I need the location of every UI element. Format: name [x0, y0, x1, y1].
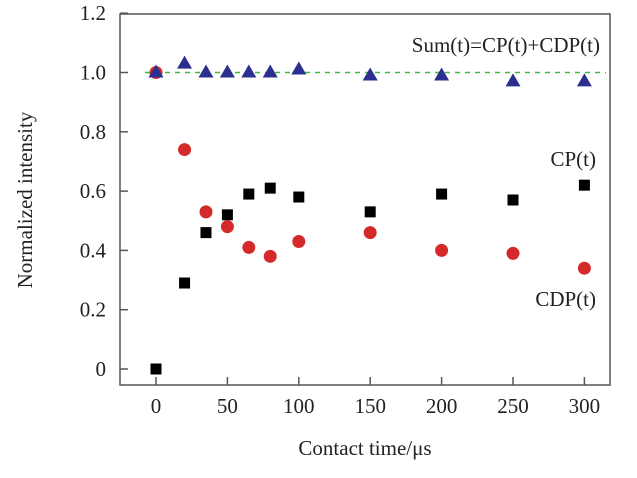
point-circle	[435, 243, 449, 257]
x-tick-label: 0	[151, 394, 162, 418]
point-triangle	[241, 64, 257, 78]
y-axis-label: Normalized intensity	[13, 111, 37, 288]
y-tick-label: 1.0	[80, 61, 106, 85]
point-circle	[220, 220, 234, 234]
point-square	[179, 277, 191, 289]
point-circle	[242, 240, 256, 254]
point-circle	[178, 143, 192, 157]
plot-frame	[119, 13, 611, 386]
x-tick-label: 50	[217, 394, 238, 418]
point-square	[293, 191, 305, 203]
point-triangle	[362, 67, 378, 81]
point-square	[150, 363, 162, 375]
annotation-cdp: CDP(t)	[535, 287, 596, 311]
point-square	[264, 182, 276, 194]
point-triangle	[219, 64, 235, 78]
point-square	[200, 227, 212, 239]
point-triangle	[177, 55, 193, 69]
x-axis-label: Contact time/μs	[298, 436, 431, 460]
point-square	[436, 188, 448, 200]
point-square	[507, 194, 519, 206]
point-circle	[577, 261, 591, 275]
point-triangle	[262, 64, 278, 78]
y-tick-label: 0.8	[80, 120, 106, 144]
x-tick-label: 100	[283, 394, 315, 418]
y-tick-label: 0.2	[80, 298, 106, 322]
x-tick-label: 300	[569, 394, 601, 418]
point-circle	[199, 205, 213, 219]
annotation-cp: CP(t)	[550, 147, 596, 171]
y-tick-label: 0	[96, 357, 107, 381]
x-tick-label: 150	[354, 394, 386, 418]
point-triangle	[198, 64, 214, 78]
y-tick-label: 0.6	[80, 179, 106, 203]
point-triangle	[434, 67, 450, 81]
x-tick-label: 200	[426, 394, 458, 418]
annotation-sum: Sum(t)=CP(t)+CDP(t)	[412, 33, 600, 57]
point-triangle	[148, 64, 164, 78]
point-circle	[363, 226, 377, 240]
y-tick-label: 0.4	[80, 238, 107, 262]
x-tick-label: 250	[497, 394, 529, 418]
point-square	[364, 206, 376, 218]
point-triangle	[291, 61, 307, 75]
point-circle	[506, 246, 520, 260]
point-square	[243, 188, 255, 200]
point-triangle	[576, 73, 592, 87]
point-triangle	[505, 73, 521, 87]
point-square	[221, 209, 233, 221]
point-circle	[292, 235, 306, 249]
point-square	[578, 179, 590, 191]
point-circle	[263, 249, 277, 263]
y-tick-label: 1.2	[80, 1, 106, 25]
